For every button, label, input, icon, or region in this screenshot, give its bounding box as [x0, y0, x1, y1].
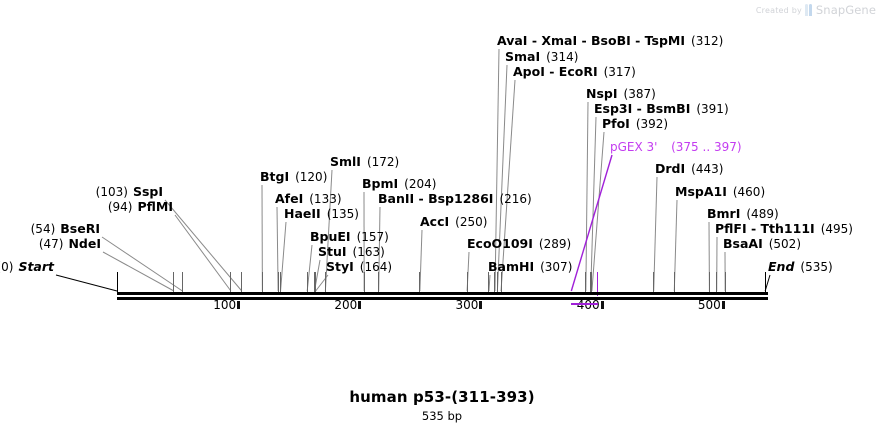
axis-tick-200 — [358, 301, 362, 309]
cut-site-mark-StuI[interactable] — [313, 272, 315, 292]
site-label-EcoO109I[interactable]: EcoO109I (289) — [467, 236, 572, 252]
cut-site-mark-HaeII[interactable] — [280, 272, 282, 292]
cut-site-mark-SspI[interactable] — [241, 272, 243, 292]
leader-line-avaI — [494, 48, 500, 292]
terminus-mark-start — [116, 272, 118, 292]
leader-line-styI — [315, 274, 329, 292]
leader-line-pflMI — [174, 214, 232, 292]
cut-site-mark-BtgI[interactable] — [261, 272, 263, 292]
cut-site-mark-SmlI[interactable] — [324, 272, 326, 292]
site-label-PfoI[interactable]: PfoI (392) — [602, 116, 669, 132]
site-label-NspI[interactable]: NspI (387) — [586, 86, 656, 102]
axis-tick-500 — [721, 301, 725, 309]
cut-site-mark-NspI[interactable] — [585, 272, 587, 292]
site-label-AfeI[interactable]: AfeI (133) — [275, 191, 342, 207]
site-label-StuI[interactable]: StuI (163) — [318, 244, 385, 260]
site-label-MspA1I[interactable]: MspA1I (460) — [675, 184, 766, 200]
site-label-BseRI[interactable]: (54) BseRI — [30, 221, 100, 237]
snapgene-logo-icon — [804, 4, 813, 16]
sequence-ruler-line-bottom — [117, 297, 768, 300]
cut-site-mark-StyI[interactable] — [315, 272, 317, 292]
cut-site-mark-NdeI[interactable] — [173, 272, 175, 292]
watermark-brand-text: SnapGene — [815, 3, 876, 17]
site-label-AvaI-XmaI-BsoBI-TspMI[interactable]: AvaI - XmaI - BsoBI - TspMI (312) — [497, 33, 724, 49]
leader-line-end — [764, 274, 771, 292]
cut-site-mark-PflMI[interactable] — [230, 272, 232, 292]
axis-tick-label-300: 300 — [455, 298, 479, 312]
sequence-ruler-line-top — [117, 292, 768, 295]
site-label-SspI[interactable]: (103) SspI — [95, 184, 163, 200]
cut-site-mark-AvaI[interactable] — [494, 272, 496, 292]
cut-site-mark-AccI[interactable] — [419, 272, 421, 292]
leader-line-nspI — [585, 101, 589, 292]
site-label-StyI[interactable]: StyI (164) — [326, 259, 393, 275]
leader-line-bpuEI — [306, 244, 313, 292]
leader-line-bseRI — [101, 236, 183, 292]
cut-site-mark-BpuEI[interactable] — [306, 272, 308, 292]
cut-site-mark-BpmI[interactable] — [363, 272, 365, 292]
cut-site-mark-BsaAI[interactable] — [724, 272, 726, 292]
cut-site-mark-MspA1I[interactable] — [673, 272, 675, 292]
feature-edge-mark-pgex — [597, 272, 599, 296]
axis-tick-label-400: 400 — [576, 298, 600, 312]
site-label-BpuEI[interactable]: BpuEI (157) — [310, 229, 389, 245]
leader-line-drdI — [653, 176, 658, 292]
cut-site-mark-DrdI[interactable] — [653, 272, 655, 292]
sequence-length-label: 535 bp — [421, 409, 463, 423]
feature-label-pgex-3prime[interactable]: pGEX 3' (375 .. 397) — [610, 140, 742, 154]
axis-tick-300 — [479, 301, 483, 309]
cut-site-mark-PflFI[interactable] — [716, 272, 718, 292]
site-label-AccI[interactable]: AccI (250) — [420, 214, 488, 230]
site-label-BamHI[interactable]: BamHI (307) — [488, 259, 573, 275]
snapgene-watermark: Created by SnapGene — [756, 3, 876, 17]
terminus-label-end[interactable]: End (535) — [768, 259, 833, 275]
leader-line-pfoI — [591, 131, 605, 292]
cut-site-mark-ApoI[interactable] — [500, 272, 502, 292]
page-title: human p53-(311-393) — [349, 388, 535, 406]
leader-line-ndeI — [102, 251, 175, 292]
cut-site-mark-BamHI[interactable] — [488, 272, 490, 292]
cut-site-mark-BseRI[interactable] — [181, 272, 183, 292]
site-label-DrdI[interactable]: DrdI (443) — [655, 161, 724, 177]
leader-line-esp3I — [590, 116, 597, 292]
leader-line-smaI — [496, 64, 508, 292]
leader-line-haeII — [280, 221, 287, 292]
site-label-PflMI[interactable]: (94) PflMI — [107, 199, 173, 215]
terminus-label-start[interactable]: (0)Start — [0, 259, 54, 275]
leader-line-start — [55, 274, 118, 292]
site-label-ApoI-EcoRI[interactable]: ApoI - EcoRI (317) — [513, 64, 636, 80]
cut-site-mark-PfoI[interactable] — [591, 272, 593, 292]
cut-site-mark-BanII[interactable] — [378, 272, 380, 292]
cut-site-mark-AfeI[interactable] — [277, 272, 279, 292]
cut-site-mark-BmrI[interactable] — [708, 272, 710, 292]
site-label-NdeI[interactable]: (47) NdeI — [38, 236, 101, 252]
site-label-BpmI[interactable]: BpmI (204) — [362, 176, 437, 192]
axis-tick-label-500: 500 — [697, 298, 721, 312]
site-label-BmrI[interactable]: BmrI (489) — [707, 206, 779, 222]
site-label-SmaI[interactable]: SmaI (314) — [505, 49, 579, 65]
terminus-mark-end — [764, 272, 766, 292]
site-label-Esp3I-BsmBI[interactable]: Esp3I - BsmBI (391) — [594, 101, 729, 117]
leader-line-pgex — [570, 154, 613, 292]
cut-site-mark-SmaI[interactable] — [496, 272, 498, 292]
axis-tick-label-200: 200 — [334, 298, 358, 312]
site-label-BtgI[interactable]: BtgI (120) — [260, 169, 328, 185]
axis-tick-label-100: 100 — [213, 298, 237, 312]
site-label-PflFI-Tth111I[interactable]: PflFI - Tth111I (495) — [715, 221, 853, 237]
feature-bar-pgex-3prime[interactable] — [571, 303, 598, 305]
axis-tick-100 — [237, 301, 241, 309]
watermark-created-by-text: Created by — [755, 5, 802, 15]
axis-tick-400 — [600, 301, 604, 309]
site-label-BsaAI[interactable]: BsaAI (502) — [723, 236, 802, 252]
site-label-SmlI[interactable]: SmlI (172) — [330, 154, 400, 170]
cut-site-mark-Esp3I[interactable] — [590, 272, 592, 292]
title-block: human p53-(311-393) 535 bp — [0, 388, 884, 423]
site-label-HaeII[interactable]: HaeII (135) — [284, 206, 359, 222]
cut-site-mark-EcoO109I[interactable] — [466, 272, 468, 292]
site-label-BanII-Bsp1286I[interactable]: BanII - Bsp1286I (216) — [378, 191, 532, 207]
